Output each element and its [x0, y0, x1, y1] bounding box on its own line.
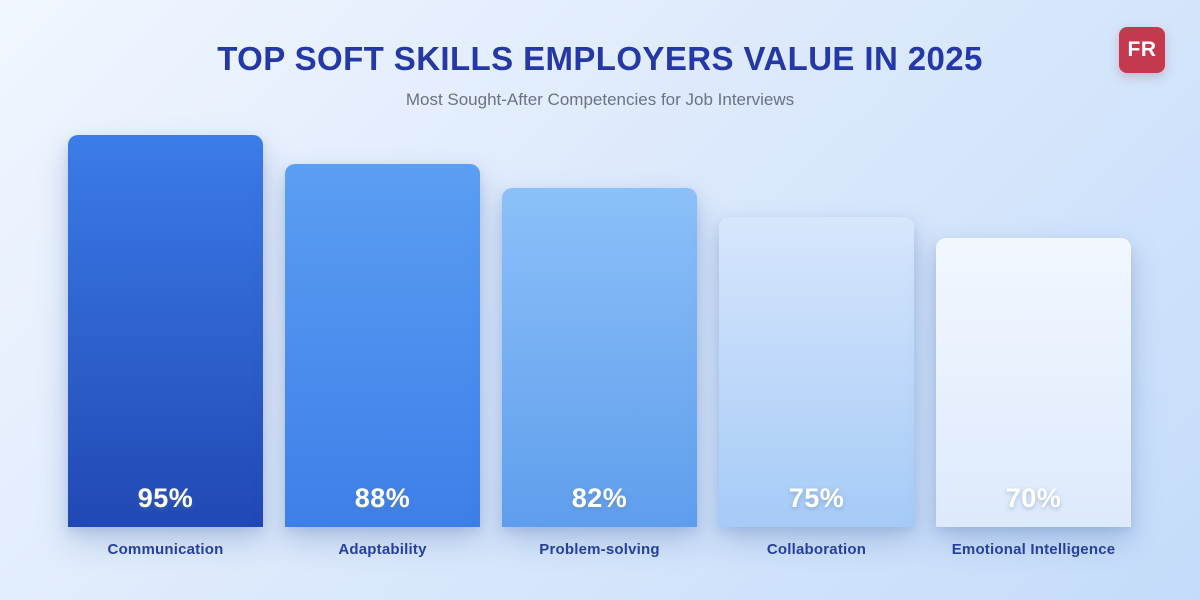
- page-subtitle: Most Sought-After Competencies for Job I…: [405, 89, 795, 109]
- page-title: TOP SOFT SKILLS EMPLOYERS VALUE IN 2025: [217, 40, 983, 77]
- bar-category-label-collaboration: Collaboration: [766, 541, 867, 558]
- bar-value-label-adaptability: 88%: [354, 483, 411, 513]
- bar-value-label-problem-solving: 82%: [571, 483, 628, 513]
- bar-column-collaboration: 75% Collaboration: [719, 217, 914, 559]
- bar-communication: 95%: [68, 135, 263, 527]
- bar-column-problem-solving: 82% Problem-solving: [502, 188, 697, 559]
- bar-column-adaptability: 88% Adaptability: [285, 164, 480, 559]
- bar-adaptability: 88%: [285, 164, 480, 527]
- bars: 95% Communication 88% Adaptability 82% Proble…: [68, 135, 1131, 559]
- bar-emotional-intelligence: 70%: [936, 238, 1131, 527]
- bar-category-label-problem-solving: Problem-solving: [539, 541, 660, 558]
- bar-value-label-collaboration: 75%: [788, 483, 845, 513]
- header: TOP SOFT SKILLS EMPLOYERS VALUE IN 2025 …: [0, 0, 1200, 110]
- bar-category-label-adaptability: Adaptability: [338, 541, 427, 558]
- brand-logo: FR: [1119, 27, 1165, 73]
- bar-value-label-emotional-intelligence: 70%: [1005, 483, 1062, 513]
- bar-category-label-communication: Communication: [107, 541, 224, 558]
- bar-collaboration: 75%: [719, 217, 914, 527]
- bar-problem-solving: 82%: [502, 188, 697, 527]
- bar-value-label-communication: 95%: [137, 483, 194, 513]
- bar-category-label-emotional-intelligence: Emotional Intelligence: [951, 541, 1116, 558]
- bar-column-emotional-intelligence: 70% Emotional Intelligence: [936, 238, 1131, 559]
- bar-column-communication: 95% Communication: [68, 135, 263, 559]
